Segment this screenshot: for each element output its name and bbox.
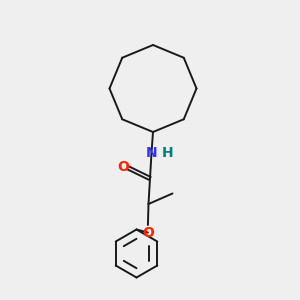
Text: N: N xyxy=(146,146,157,160)
Text: H: H xyxy=(162,146,174,160)
Text: O: O xyxy=(142,226,154,240)
Text: O: O xyxy=(117,160,129,173)
